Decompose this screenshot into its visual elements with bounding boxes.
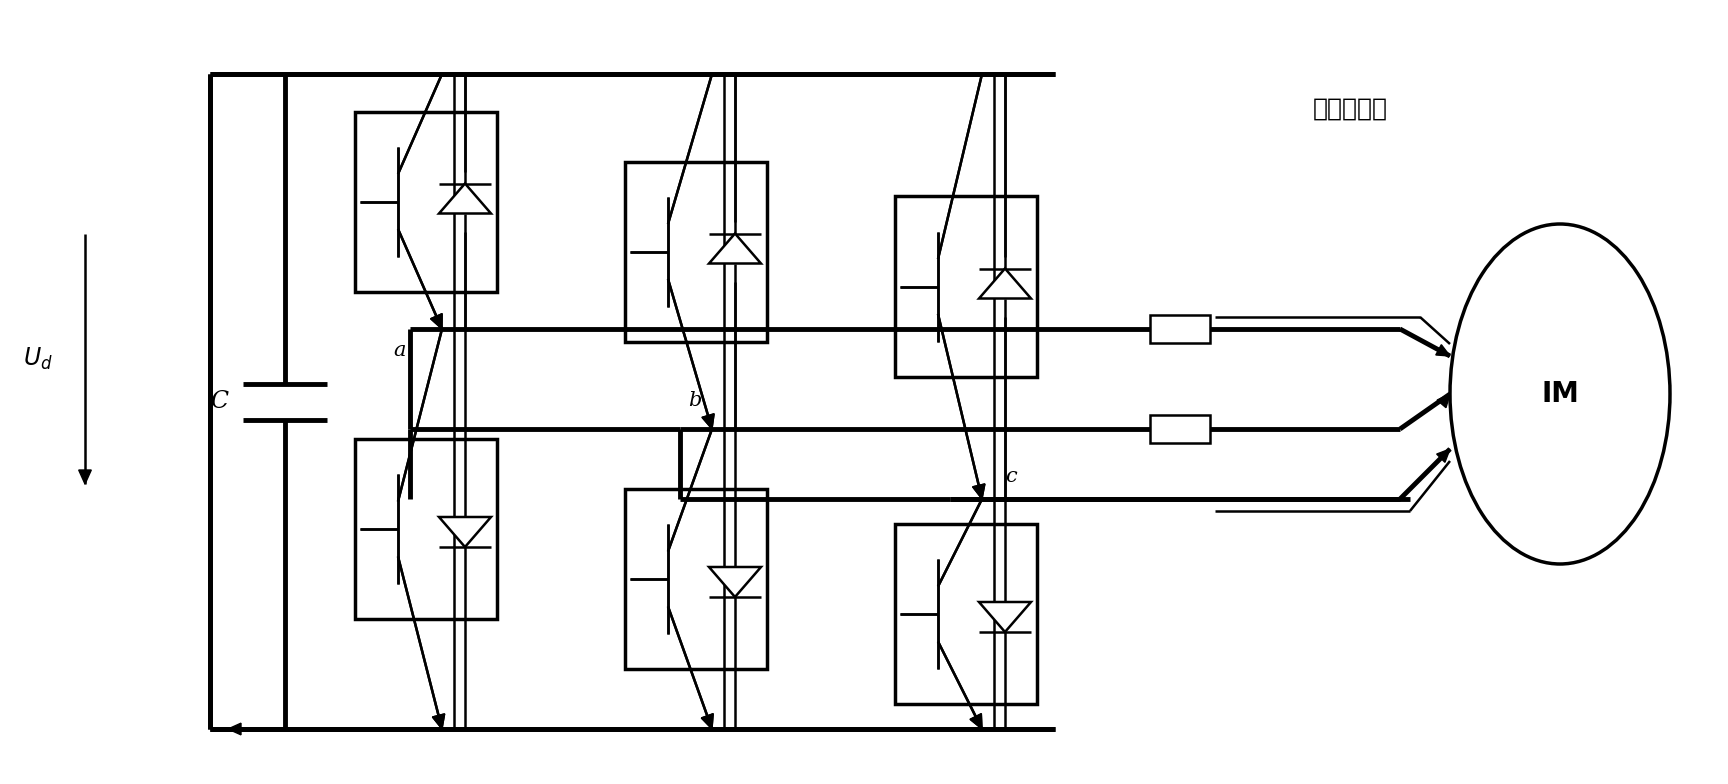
Bar [354,439,498,619]
Bar [626,162,767,342]
Polygon shape [439,183,491,213]
Polygon shape [1436,345,1450,356]
Polygon shape [969,713,982,729]
Polygon shape [439,517,491,547]
Bar [895,524,1037,704]
Text: a: a [394,342,406,361]
Polygon shape [702,713,714,729]
Polygon shape [1438,394,1450,408]
Text: 电流传感器: 电流传感器 [1313,97,1388,121]
Polygon shape [980,602,1032,632]
Polygon shape [228,723,240,735]
Polygon shape [432,714,444,729]
Polygon shape [79,470,92,484]
Polygon shape [702,713,714,729]
Polygon shape [702,414,714,429]
Polygon shape [432,714,444,729]
Text: b: b [688,391,702,411]
Polygon shape [1436,449,1450,463]
Polygon shape [708,234,760,263]
Polygon shape [973,484,985,499]
Ellipse shape [1450,224,1669,564]
Text: $U_{d}$: $U_{d}$ [22,346,54,372]
Polygon shape [708,567,760,597]
Bar [354,111,498,292]
Bar [1151,415,1210,443]
Text: c: c [1006,467,1016,487]
Polygon shape [430,314,442,329]
Bar [895,197,1037,376]
Text: IM: IM [1541,380,1579,408]
Bar [1151,315,1210,343]
Text: C: C [209,390,228,413]
Polygon shape [702,414,714,429]
Polygon shape [973,484,985,499]
Polygon shape [430,314,442,329]
Polygon shape [980,268,1032,299]
Polygon shape [969,713,982,729]
Bar [626,489,767,669]
